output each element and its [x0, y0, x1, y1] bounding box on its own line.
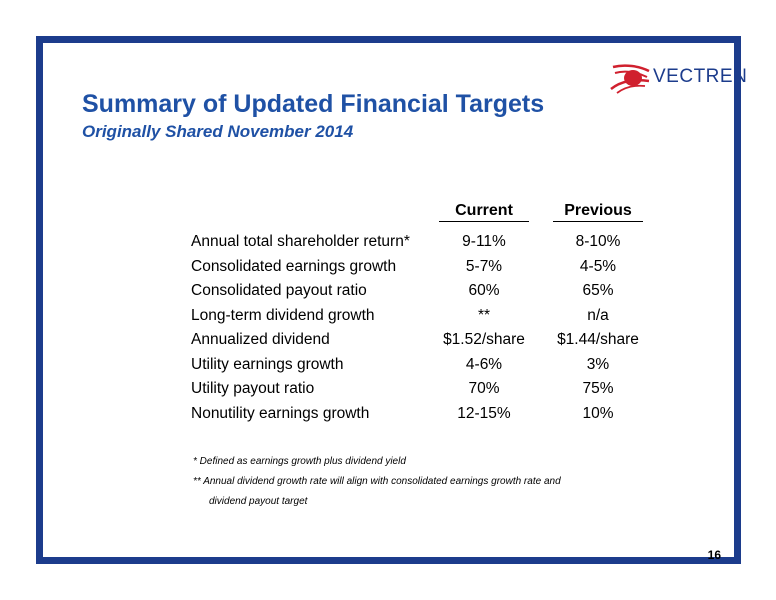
- vectren-swoosh-logo-icon: [610, 64, 650, 94]
- footnote-single-asterisk: * Defined as earnings growth plus divide…: [193, 456, 406, 467]
- previous-value: 3%: [586, 355, 610, 373]
- previous-value: 75%: [582, 380, 614, 397]
- row-label: Utility payout ratio: [191, 380, 315, 397]
- page-number: 16: [707, 548, 721, 562]
- row-label: Long-term dividend growth: [191, 306, 375, 324]
- row-label: Annualized dividend: [191, 331, 330, 348]
- previous-value: $1.44/share: [557, 331, 639, 348]
- slide-title: Summary of Updated Financial Targets: [82, 90, 545, 118]
- column-header-current: Current: [439, 202, 529, 222]
- current-value: 12-15%: [457, 404, 511, 422]
- table-row: Annual total shareholder return* 9-11% 8…: [43, 233, 734, 258]
- current-value: 5-7%: [465, 257, 503, 275]
- previous-value: 10%: [582, 404, 614, 422]
- table-row: Nonutility earnings growth 12-15% 10%: [43, 405, 734, 430]
- slide-frame: VECTREN Summary of Updated Financial Tar…: [36, 36, 747, 564]
- footnote-double-asterisk: ** Annual dividend growth rate will alig…: [193, 476, 561, 487]
- table-row: Utility earnings growth 4-6% 3%: [43, 356, 734, 381]
- row-label: Annual total shareholder return*: [191, 233, 410, 250]
- table-row: Utility payout ratio 70% 75%: [43, 380, 734, 405]
- previous-value: 8-10%: [575, 233, 621, 250]
- current-value: 70%: [468, 380, 500, 397]
- vectren-logo: VECTREN: [609, 61, 747, 95]
- current-value: 9-11%: [462, 233, 506, 250]
- row-label: Utility earnings growth: [191, 355, 344, 373]
- current-value: 4-6%: [465, 355, 503, 373]
- row-label: Consolidated earnings growth: [191, 257, 397, 275]
- row-label: Consolidated payout ratio: [191, 282, 367, 299]
- current-value: **: [477, 306, 491, 324]
- current-value: $1.52/share: [443, 331, 525, 348]
- row-label: Nonutility earnings growth: [191, 404, 370, 422]
- footnote-double-asterisk-continued: dividend payout target: [209, 496, 308, 507]
- previous-value: n/a: [587, 306, 609, 324]
- column-header-previous: Previous: [553, 202, 643, 222]
- current-value: 60%: [468, 282, 500, 299]
- targets-table: Annual total shareholder return* 9-11% 8…: [43, 233, 734, 429]
- table-row: Consolidated payout ratio 60% 65%: [43, 282, 734, 307]
- table-row: Annualized dividend $1.52/share $1.44/sh…: [43, 331, 734, 356]
- table-row: Consolidated earnings growth 5-7% 4-5%: [43, 258, 734, 283]
- previous-value: 4-5%: [579, 257, 617, 275]
- previous-value: 65%: [582, 282, 614, 299]
- logo-wordmark: VECTREN: [653, 66, 748, 87]
- slide-subtitle: Originally Shared November 2014: [82, 122, 354, 141]
- table-row: Long-term dividend growth ** n/a: [43, 307, 734, 332]
